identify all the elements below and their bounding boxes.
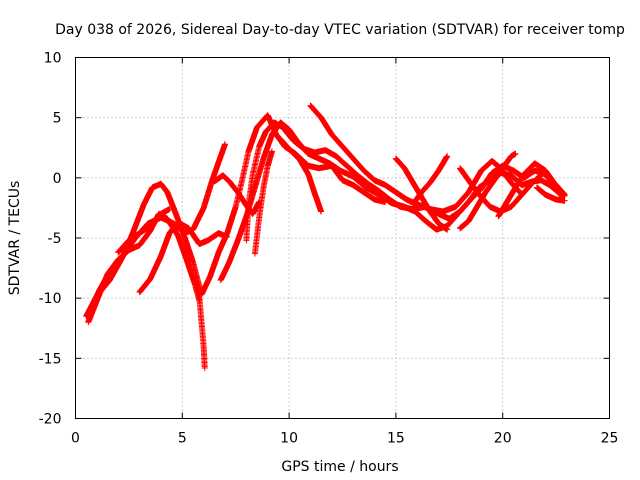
plus-markers — [457, 150, 519, 232]
x-tick-label: 20 — [494, 431, 512, 447]
y-tick-label: -10 — [39, 291, 62, 307]
series-track-18 — [533, 184, 568, 204]
y-axis-label: SDTVAR / TECUs — [7, 181, 23, 296]
axis-ticks — [75, 57, 610, 419]
plus-markers — [115, 206, 173, 256]
series-track-9 — [243, 119, 566, 244]
grid-lines — [75, 57, 610, 419]
x-tick-label: 0 — [71, 431, 80, 447]
x-tick-label: 15 — [387, 431, 405, 447]
y-tick-label: 10 — [44, 51, 62, 67]
series-track-6 — [196, 295, 208, 371]
series-track-10 — [251, 148, 275, 257]
x-tick-labels: 0 5 10 15 20 25 — [71, 431, 618, 447]
plus-markers — [277, 136, 325, 215]
y-tick-label: 0 — [53, 171, 62, 187]
plus-markers — [251, 148, 275, 257]
series-track-4 — [136, 219, 231, 296]
x-axis-label: GPS time / hours — [281, 459, 398, 475]
x-tick-label: 10 — [280, 431, 298, 447]
series-track-15 — [457, 150, 519, 232]
y-tick-label: -5 — [48, 231, 62, 247]
x-tick-label: 5 — [178, 431, 187, 447]
data-points — [83, 102, 568, 371]
plus-markers — [533, 184, 568, 204]
y-tick-label: -15 — [39, 351, 62, 367]
series-track-5 — [115, 206, 173, 256]
y-tick-label: -20 — [39, 412, 62, 428]
series-track-14 — [410, 153, 451, 208]
y-tick-labels: -20 -15 -10 -5 0 5 10 — [39, 51, 62, 428]
x-tick-label: 25 — [601, 431, 619, 447]
series-track-17 — [495, 160, 568, 220]
plus-markers — [136, 219, 231, 296]
series-track-11 — [277, 136, 325, 215]
chart-title: Day 038 of 2026, Sidereal Day-to-day VTE… — [55, 22, 625, 38]
y-tick-label: 5 — [53, 111, 62, 127]
plus-markers — [196, 295, 208, 371]
plus-markers — [243, 119, 566, 244]
plus-markers — [495, 160, 568, 220]
plus-markers — [410, 153, 451, 208]
